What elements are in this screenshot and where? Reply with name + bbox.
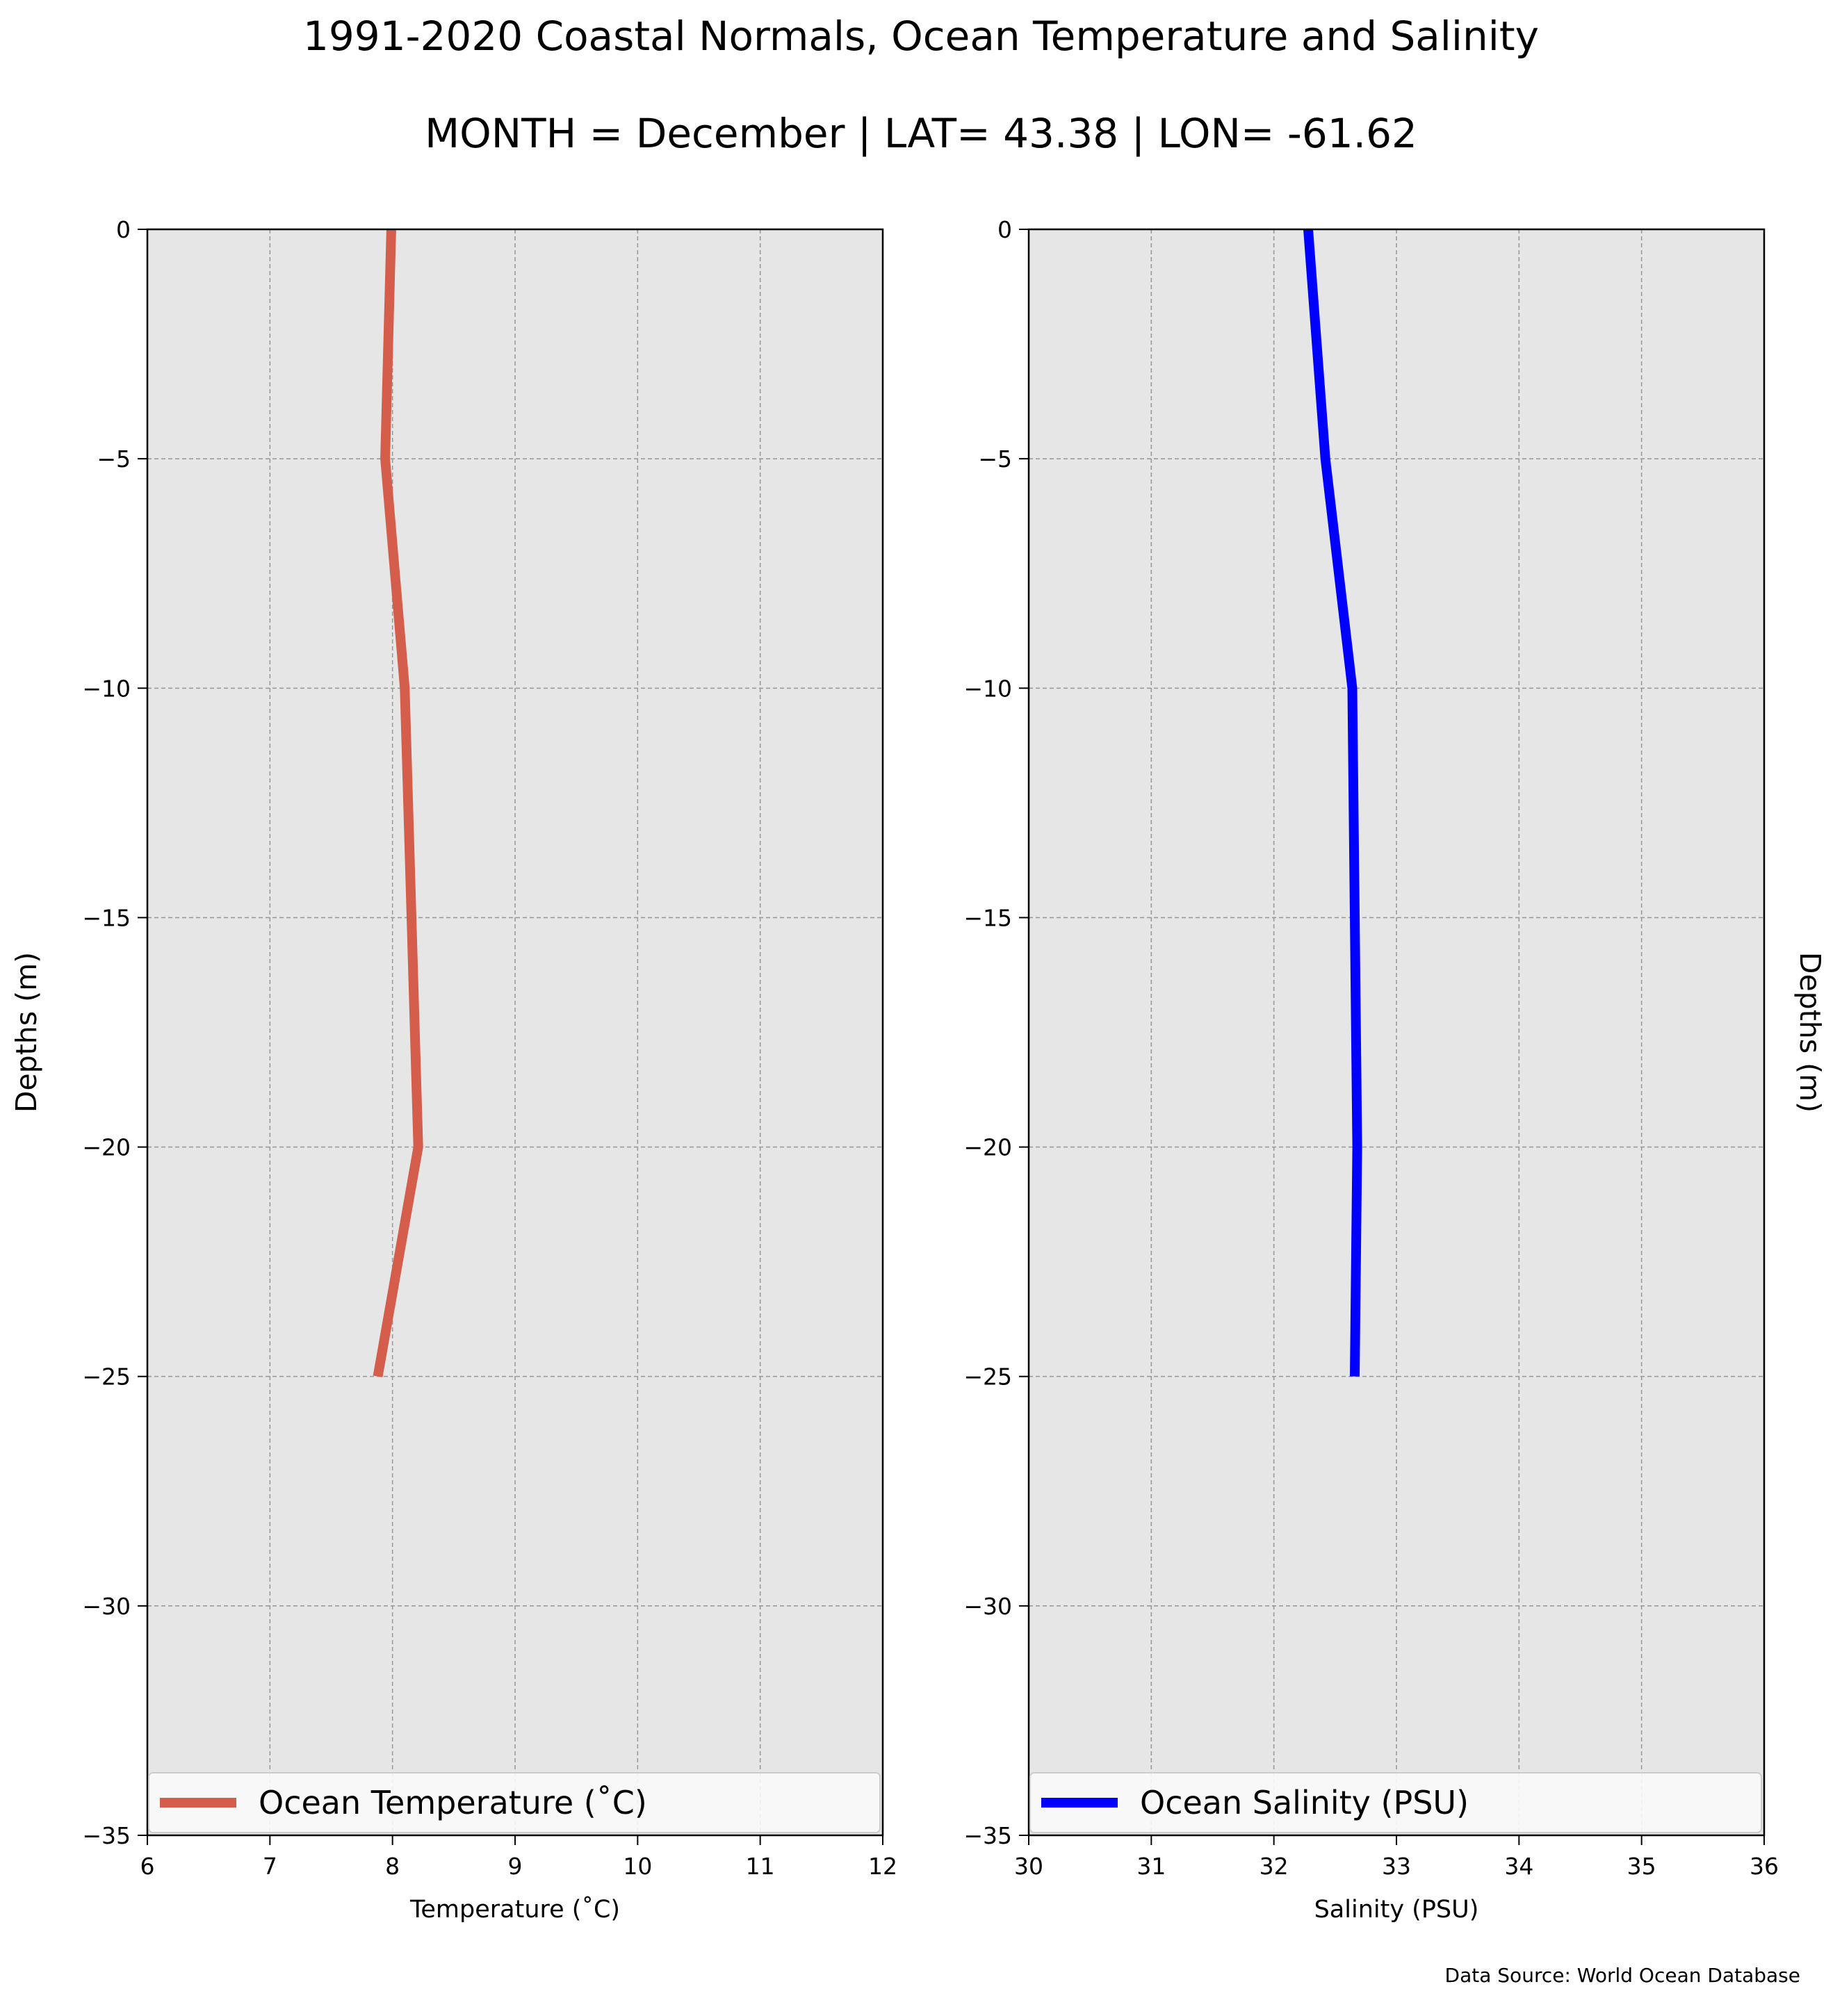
data-source-note: Data Source: World Ocean Database [1444, 1964, 1800, 1987]
x-tick-label: 12 [868, 1853, 897, 1880]
y-tick-label: −35 [82, 1822, 131, 1849]
x-axis-label: Salinity (PSU) [1314, 1896, 1479, 1924]
salinity-panel: 30 31 32 33 34 35 36 0 −5 −10 −15 −20 −25 −30 −35 Salin… [963, 216, 1827, 1924]
x-tick-label: 10 [623, 1853, 652, 1880]
x-tick-label: 36 [1750, 1853, 1779, 1880]
x-tick-label: 32 [1260, 1853, 1289, 1880]
legend-label: Ocean Salinity (PSU) [1140, 1784, 1469, 1821]
series-line-0 [1303, 229, 1362, 1377]
x-tick-label: 7 [263, 1853, 277, 1880]
y-tick-label: −25 [82, 1363, 131, 1391]
y-tick-label: −25 [963, 1363, 1012, 1391]
legend: Ocean Salinity (PSU) [1029, 1772, 1762, 1833]
y-axis-label-right: Depths (m) [1793, 952, 1827, 1113]
y-tick-label: −15 [82, 904, 131, 931]
x-tick-label: 6 [140, 1853, 155, 1880]
x-tick-label: 9 [508, 1853, 523, 1880]
y-tick-label: −35 [963, 1822, 1012, 1849]
y-tick-label: −5 [978, 445, 1012, 473]
x-tick-label: 11 [746, 1853, 775, 1880]
x-tick-label: 34 [1504, 1853, 1533, 1880]
x-tick-label: 35 [1627, 1853, 1656, 1880]
legend-label: Ocean Temperature (˚C) [259, 1784, 647, 1821]
y-tick-label: −30 [963, 1593, 1012, 1620]
x-axis-label: Temperature (˚C) [409, 1895, 620, 1924]
y-tick-label: −10 [963, 675, 1012, 702]
series-line-0 [373, 229, 423, 1377]
x-tick-label: 33 [1382, 1853, 1411, 1880]
x-tick-label: 31 [1136, 1853, 1166, 1880]
chart-title: 1991-2020 Coastal Normals, Ocean Tempera… [303, 13, 1539, 60]
y-tick-label: −20 [963, 1134, 1012, 1161]
temperature-panel: 6 7 8 9 10 11 12 0 −5 −10 −15 −20 −25 −30 −35 Temperatu… [10, 216, 897, 1924]
y-tick-label: −15 [963, 904, 1012, 931]
y-tick-label: 0 [997, 216, 1012, 243]
y-tick-label: 0 [116, 216, 131, 243]
y-axis-label: Depths (m) [10, 952, 43, 1113]
y-tick-label: −30 [82, 1593, 131, 1620]
y-tick-label: −5 [97, 445, 131, 473]
chart-subtitle: MONTH = December | LAT= 43.38 | LON= -61… [425, 110, 1417, 157]
x-tick-label: 8 [385, 1853, 400, 1880]
legend-box [148, 1772, 881, 1833]
y-tick-label: −20 [82, 1134, 131, 1161]
legend: Ocean Temperature (˚C) [148, 1772, 881, 1833]
x-tick-label: 30 [1014, 1853, 1043, 1880]
y-tick-label: −10 [82, 675, 131, 702]
legend-box [1029, 1772, 1762, 1833]
